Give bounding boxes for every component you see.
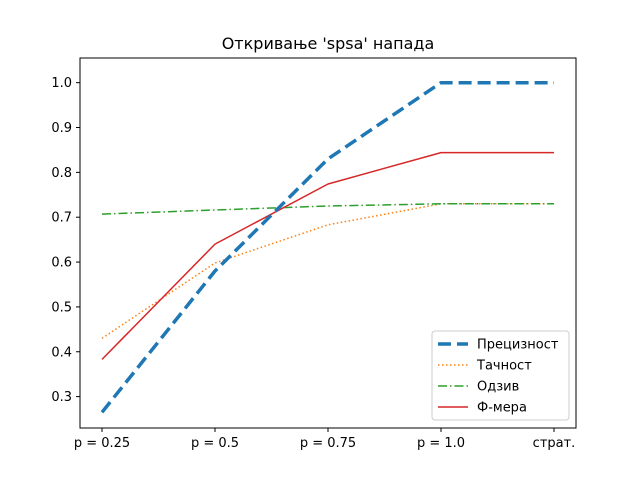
- x-tick-label: p = 1.0: [417, 436, 465, 451]
- x-tick-label: p = 0.75: [300, 436, 356, 451]
- y-tick-label: 0.6: [51, 256, 72, 271]
- series-line-1: [100, 80, 554, 414]
- x-tick-label: p = 0.5: [191, 436, 239, 451]
- y-axis: 0.3 0.4 0.5 0.6 0.7 0.8 0.9 1.0: [51, 76, 80, 405]
- series-line-2: [101, 203, 554, 339]
- legend-label: Ф-мера: [477, 401, 527, 416]
- legend-frame: [431, 330, 570, 421]
- x-axis: p = 0.25 p = 0.5 p = 0.75 p = 1.0 страт.: [74, 428, 576, 451]
- series-lines: [100, 80, 554, 414]
- y-tick-label: 0.8: [51, 166, 72, 181]
- y-tick-label: 0.9: [51, 121, 72, 136]
- y-tick-label: 0.5: [51, 300, 72, 315]
- chart-title: Откривање 'spsa' напада: [222, 34, 435, 53]
- x-tick-label: страт.: [533, 436, 576, 451]
- legend-label: Одзив: [477, 380, 519, 395]
- y-tick-label: 0.3: [51, 390, 72, 405]
- legend: Прецизност Тачност Одзив Ф-мера: [431, 330, 570, 421]
- y-tick-label: 1.0: [51, 76, 72, 91]
- legend-label: Прецизност: [477, 338, 559, 353]
- y-tick-label: 0.4: [51, 345, 72, 360]
- series-line-3: [101, 203, 554, 215]
- y-tick-label: 0.7: [51, 211, 72, 226]
- series-line-4: [101, 151, 554, 360]
- legend-label: Тачност: [476, 359, 532, 374]
- x-tick-label: p = 0.25: [74, 436, 130, 451]
